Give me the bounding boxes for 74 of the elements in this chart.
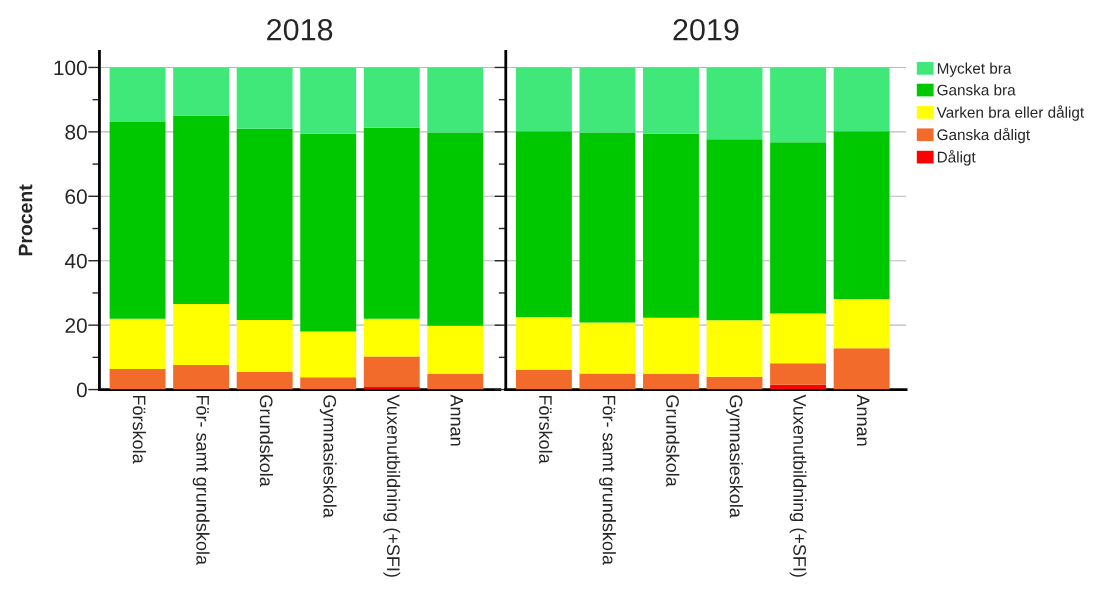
bar — [833, 67, 890, 132]
bar — [833, 299, 890, 349]
bar — [173, 365, 230, 390]
legend-label: Mycket bra — [937, 62, 1012, 77]
bar — [300, 331, 357, 378]
bar — [300, 133, 357, 332]
bar — [706, 139, 763, 321]
y-tick-label: 40 — [64, 253, 87, 269]
bar — [109, 67, 166, 122]
x-tick-label: För- samt grundskola — [599, 395, 616, 566]
bar — [643, 133, 699, 318]
bar — [515, 369, 572, 390]
chart-title: 2018 — [267, 18, 333, 41]
bar — [173, 303, 230, 366]
legend-label: Ganska dåligt — [937, 127, 1030, 144]
bar — [706, 67, 763, 140]
x-tick-label: Annan — [450, 394, 464, 446]
x-tick-label: Annan — [856, 394, 870, 446]
x-tick-label: Gymnasieskola — [319, 395, 337, 518]
y-tick-label: 0 — [76, 382, 87, 398]
bar — [363, 356, 420, 387]
bar — [579, 132, 636, 323]
bar — [109, 368, 166, 390]
y-tick-label: 60 — [65, 189, 87, 205]
bar — [770, 142, 827, 314]
bar — [109, 318, 166, 369]
bar — [236, 128, 293, 320]
legend-label: Dåligt — [937, 150, 976, 166]
bar — [515, 67, 572, 132]
bar — [706, 320, 763, 377]
bar — [300, 377, 357, 390]
bar — [363, 127, 420, 319]
x-tick-label: Vuxenutbildning (+SFI) — [789, 394, 807, 577]
legend-label: Ganska bra — [937, 84, 1016, 96]
bar — [427, 67, 484, 133]
bar — [515, 131, 572, 318]
bar — [643, 67, 699, 134]
x-tick-label: Förskola — [132, 395, 146, 464]
chart-title: 2019 — [673, 18, 739, 41]
legend-label: Varken bra eller dåligt — [936, 105, 1085, 121]
bar — [109, 121, 166, 319]
bar — [643, 317, 699, 374]
bar — [515, 317, 572, 370]
x-tick-label: För- samt grundskola — [192, 395, 210, 566]
x-tick-label: Grundskola — [666, 395, 680, 487]
bar — [770, 313, 827, 364]
bar — [833, 348, 890, 390]
y-tick-label: 80 — [65, 124, 87, 140]
x-tick-label: Gymnasieskola — [726, 395, 743, 518]
y-tick-label: 100 — [54, 60, 87, 76]
y-tick-label: 20 — [65, 318, 87, 333]
bar — [173, 115, 230, 304]
bar — [643, 373, 699, 390]
bar — [300, 67, 357, 134]
y-axis-title: Procent — [18, 184, 33, 256]
bar — [579, 373, 636, 390]
bar — [236, 67, 293, 129]
bar — [363, 318, 420, 357]
x-tick-label: Förskola — [539, 395, 553, 464]
bar — [427, 132, 484, 326]
bar — [236, 371, 293, 390]
bar — [236, 320, 293, 372]
bar — [579, 67, 636, 133]
x-tick-label: Grundskola — [259, 395, 274, 487]
bar — [833, 131, 890, 300]
bar — [770, 363, 827, 385]
x-tick-label: Vuxenutbildning (+SFI) — [383, 394, 401, 577]
bar — [706, 376, 763, 390]
bar — [770, 67, 827, 143]
bar — [363, 67, 420, 128]
bar — [427, 325, 484, 375]
bar — [173, 67, 230, 116]
bar — [427, 374, 484, 390]
bar — [579, 322, 636, 374]
